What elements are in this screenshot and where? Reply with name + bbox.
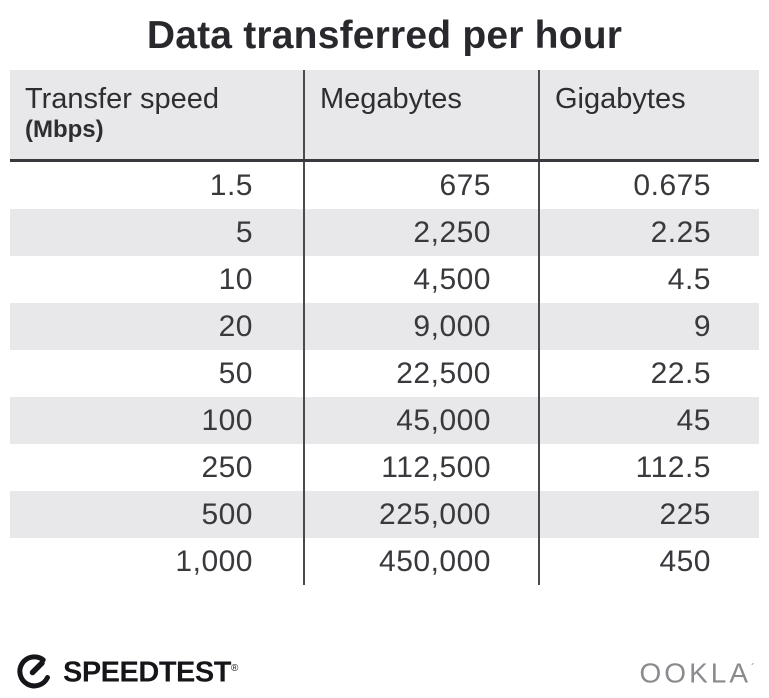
table-row: 5 2,250 2.25 xyxy=(10,209,759,256)
cell-gigabytes: 45 xyxy=(538,397,759,444)
speedtest-wordmark: SPEEDTEST® xyxy=(63,656,238,689)
table-header-row: Transfer speed (Mbps) Megabytes Gigabyte… xyxy=(10,70,759,162)
page-title: Data transferred per hour xyxy=(146,14,623,57)
header-mbps-sublabel: (Mbps) xyxy=(25,116,104,143)
cell-transfer-speed: 1.5 xyxy=(209,169,253,202)
table-body: 1.5 675 0.675 5 2,250 2.25 10 4,500 4.5 20 9,000 9 5… xyxy=(10,162,759,585)
footer: SPEEDTEST® OOKLA´ xyxy=(14,649,755,693)
cell-transfer-speed: 1,000 xyxy=(175,545,253,578)
table-row: 20 9,000 9 xyxy=(10,303,759,350)
cell-megabytes: 675 xyxy=(303,162,538,209)
ookla-trademark-mark: ´ xyxy=(751,661,755,676)
header-transfer-speed-label: Transfer speed xyxy=(25,83,219,115)
header-gigabytes: Gigabytes xyxy=(538,70,759,159)
table-row: 10 4,500 4.5 xyxy=(10,256,759,303)
table-row: 500 225,000 225 xyxy=(10,491,759,538)
cell-transfer-speed: 5 xyxy=(235,216,253,249)
cell-megabytes: 4,500 xyxy=(303,256,538,303)
cell-megabytes: 9,000 xyxy=(303,303,538,350)
cell-megabytes: 112,500 xyxy=(303,444,538,491)
table-row: 100 45,000 45 xyxy=(10,397,759,444)
cell-transfer-speed: 10 xyxy=(218,263,253,296)
cell-megabytes: 45,000 xyxy=(303,397,538,444)
speedtest-logo: SPEEDTEST® xyxy=(14,649,238,693)
cell-gigabytes: 225 xyxy=(538,491,759,538)
cell-gigabytes: 22.5 xyxy=(538,350,759,397)
cell-transfer-speed: 20 xyxy=(218,310,253,343)
registered-mark: ® xyxy=(230,663,238,675)
table-row: 1,000 450,000 450 xyxy=(10,538,759,585)
cell-transfer-speed: 250 xyxy=(201,451,253,484)
cell-megabytes: 225,000 xyxy=(303,491,538,538)
cell-megabytes: 450,000 xyxy=(303,538,538,585)
table-row: 50 22,500 22.5 xyxy=(10,350,759,397)
ookla-logo: OOKLA´ xyxy=(639,657,755,689)
cell-transfer-speed: 100 xyxy=(201,404,253,437)
cell-gigabytes: 112.5 xyxy=(538,444,759,491)
cell-gigabytes: 2.25 xyxy=(538,209,759,256)
cell-gigabytes: 9 xyxy=(538,303,759,350)
cell-transfer-speed: 50 xyxy=(218,357,253,390)
table-row: 1.5 675 0.675 xyxy=(10,162,759,209)
cell-gigabytes: 0.675 xyxy=(538,162,759,209)
cell-transfer-speed: 500 xyxy=(201,498,253,531)
cell-gigabytes: 450 xyxy=(538,538,759,585)
cell-megabytes: 22,500 xyxy=(303,350,538,397)
cell-megabytes: 2,250 xyxy=(303,209,538,256)
data-table: Transfer speed (Mbps) Megabytes Gigabyte… xyxy=(10,70,759,585)
cell-gigabytes: 4.5 xyxy=(538,256,759,303)
header-transfer-speed: Transfer speed (Mbps) xyxy=(10,70,303,159)
header-megabytes: Megabytes xyxy=(303,70,538,159)
table-row: 250 112,500 112.5 xyxy=(10,444,759,491)
speedtest-gauge-icon xyxy=(14,651,54,691)
